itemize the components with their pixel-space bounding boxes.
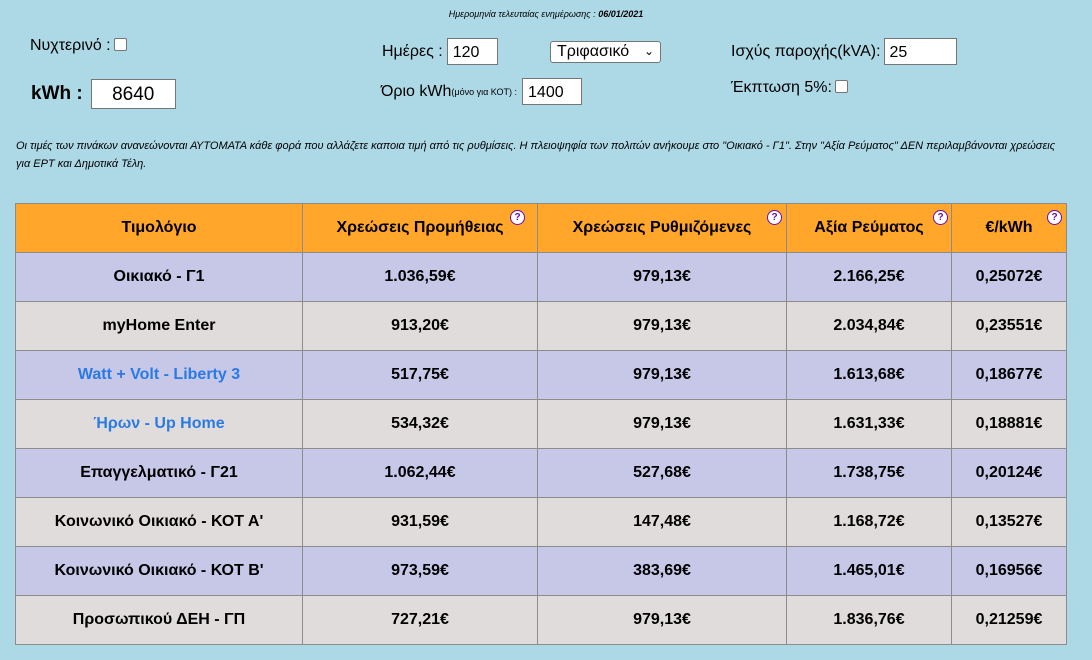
energy-value: 2.166,25€: [786, 252, 952, 302]
table-row: Κοινωνικό Οικιακό - ΚΟΤ Α' 931,59€ 147,4…: [15, 497, 1067, 547]
table-row: Προσωπικού ΔΕΗ - ΓΠ 727,21€ 979,13€ 1.83…: [15, 595, 1067, 645]
supply-charge: 727,21€: [302, 595, 538, 645]
regulated-charge: 383,69€: [537, 546, 787, 596]
energy-value: 1.168,72€: [786, 497, 952, 547]
per-kwh: 0,16956€: [951, 546, 1067, 596]
help-icon[interactable]: ?: [767, 210, 782, 225]
help-icon[interactable]: ?: [933, 210, 948, 225]
kwh-label: kWh :: [31, 83, 83, 104]
table-row: Επαγγελματικό - Γ21 1.062,44€ 527,68€ 1.…: [15, 448, 1067, 498]
tariff-table: Τιμολόγιο Χρεώσεις Προμήθειας? Χρεώσεις …: [15, 203, 1067, 645]
limit-input[interactable]: 1400: [522, 78, 583, 105]
power-input[interactable]: 25: [883, 38, 957, 65]
last-update-label: Ημερομηνία τελευταίας ενημέρωσης :: [448, 9, 596, 19]
tariff-name: Οικιακό - Γ1: [15, 252, 303, 302]
energy-value: 2.034,84€: [786, 301, 952, 351]
energy-value: 1.631,33€: [786, 399, 952, 449]
limit-small-label: (μόνο για ΚΟΤ) :: [451, 86, 518, 97]
days-control: Ημέρες : 120: [382, 38, 498, 65]
tariff-link[interactable]: Ήρων - Up Home: [93, 415, 225, 432]
supply-charge: 913,20€: [302, 301, 538, 351]
tariff-name: Watt + Volt - Liberty 3: [15, 350, 303, 400]
help-icon[interactable]: ?: [1047, 210, 1062, 225]
energy-value: 1.836,76€: [786, 595, 952, 645]
tariff-name: myHome Enter: [15, 301, 303, 351]
table-row: Κοινωνικό Οικιακό - ΚΟΤ Β' 973,59€ 383,6…: [15, 546, 1067, 596]
days-input[interactable]: 120: [446, 38, 498, 65]
table-row: myHome Enter 913,20€ 979,13€ 2.034,84€ 0…: [15, 301, 1067, 351]
regulated-charge: 979,13€: [537, 350, 787, 400]
regulated-charge: 979,13€: [537, 252, 787, 302]
regulated-charge: 979,13€: [537, 595, 787, 645]
energy-value: 1.465,01€: [786, 546, 952, 596]
table-header-row: Τιμολόγιο Χρεώσεις Προμήθειας? Χρεώσεις …: [15, 203, 1067, 253]
per-kwh: 0,18677€: [951, 350, 1067, 400]
col-header-supply: Χρεώσεις Προμήθειας?: [302, 203, 538, 253]
info-note: Οι τιμές των πινάκων ανανεώνονται ΑΥΤΟΜΑ…: [16, 140, 1056, 170]
tariff-link[interactable]: Watt + Volt - Liberty 3: [77, 366, 241, 383]
energy-value: 1.613,68€: [786, 350, 952, 400]
col-header-tariff: Τιμολόγιο: [15, 203, 303, 253]
supply-charge: 1.036,59€: [302, 252, 538, 302]
regulated-charge: 979,13€: [537, 301, 787, 351]
regulated-charge: 527,68€: [537, 448, 787, 498]
col-header-regulated: Χρεώσεις Ρυθμιζόμενες?: [537, 203, 787, 253]
limit-control: Όριο kWh (μόνο για ΚΟΤ) : 1400: [381, 78, 583, 105]
table-row: Οικιακό - Γ1 1.036,59€ 979,13€ 2.166,25€…: [15, 252, 1067, 302]
power-control: Ισχύς παροχής(kVA): 25: [731, 38, 957, 65]
energy-value: 1.738,75€: [786, 448, 952, 498]
supply-charge: 517,75€: [302, 350, 538, 400]
per-kwh: 0,25072€: [951, 252, 1067, 302]
limit-label: Όριο kWh: [381, 82, 452, 100]
per-kwh: 0,18881€: [951, 399, 1067, 449]
col-header-energy-value: Αξία Ρεύματος?: [786, 203, 952, 253]
discount-control: Έκπτωση 5%:: [731, 79, 848, 97]
last-update-line: Ημερομηνία τελευταίας ενημέρωσης : 06/01…: [0, 9, 1092, 19]
power-label: Ισχύς παροχής(kVA):: [731, 42, 881, 60]
days-label: Ημέρες :: [382, 42, 443, 60]
chevron-down-icon: ⌄: [643, 44, 654, 58]
help-icon[interactable]: ?: [510, 210, 525, 225]
phase-select[interactable]: Τριφασικό ⌄: [550, 41, 661, 63]
tariff-name: Ήρων - Up Home: [15, 399, 303, 449]
tariff-name: Προσωπικού ΔΕΗ - ΓΠ: [15, 595, 303, 645]
tariff-name: Κοινωνικό Οικιακό - ΚΟΤ Α': [15, 497, 303, 547]
phase-control: Τριφασικό ⌄: [550, 41, 661, 63]
discount-checkbox[interactable]: [834, 79, 848, 93]
supply-charge: 1.062,44€: [302, 448, 538, 498]
table-row: Watt + Volt - Liberty 3 517,75€ 979,13€ …: [15, 350, 1067, 400]
night-checkbox[interactable]: [113, 37, 127, 51]
kwh-control: kWh : 8640: [31, 79, 176, 109]
per-kwh: 0,13527€: [951, 497, 1067, 547]
tariff-name: Επαγγελματικό - Γ21: [15, 448, 303, 498]
per-kwh: 0,23551€: [951, 301, 1067, 351]
table-row: Ήρων - Up Home 534,32€ 979,13€ 1.631,33€…: [15, 399, 1067, 449]
regulated-charge: 979,13€: [537, 399, 787, 449]
night-control: Νυχτερινό :: [30, 37, 127, 55]
discount-label: Έκπτωση 5%:: [731, 79, 832, 96]
kwh-input[interactable]: 8640: [90, 79, 176, 109]
supply-charge: 534,32€: [302, 399, 538, 449]
phase-select-value: Τριφασικό: [557, 43, 630, 60]
night-label: Νυχτερινό :: [30, 37, 111, 54]
last-update-date: 06/01/2021: [598, 9, 644, 19]
supply-charge: 931,59€: [302, 497, 538, 547]
per-kwh: 0,20124€: [951, 448, 1067, 498]
col-header-per-kwh: €/kWh?: [951, 203, 1067, 253]
regulated-charge: 147,48€: [537, 497, 787, 547]
supply-charge: 973,59€: [302, 546, 538, 596]
per-kwh: 0,21259€: [951, 595, 1067, 645]
tariff-name: Κοινωνικό Οικιακό - ΚΟΤ Β': [15, 546, 303, 596]
